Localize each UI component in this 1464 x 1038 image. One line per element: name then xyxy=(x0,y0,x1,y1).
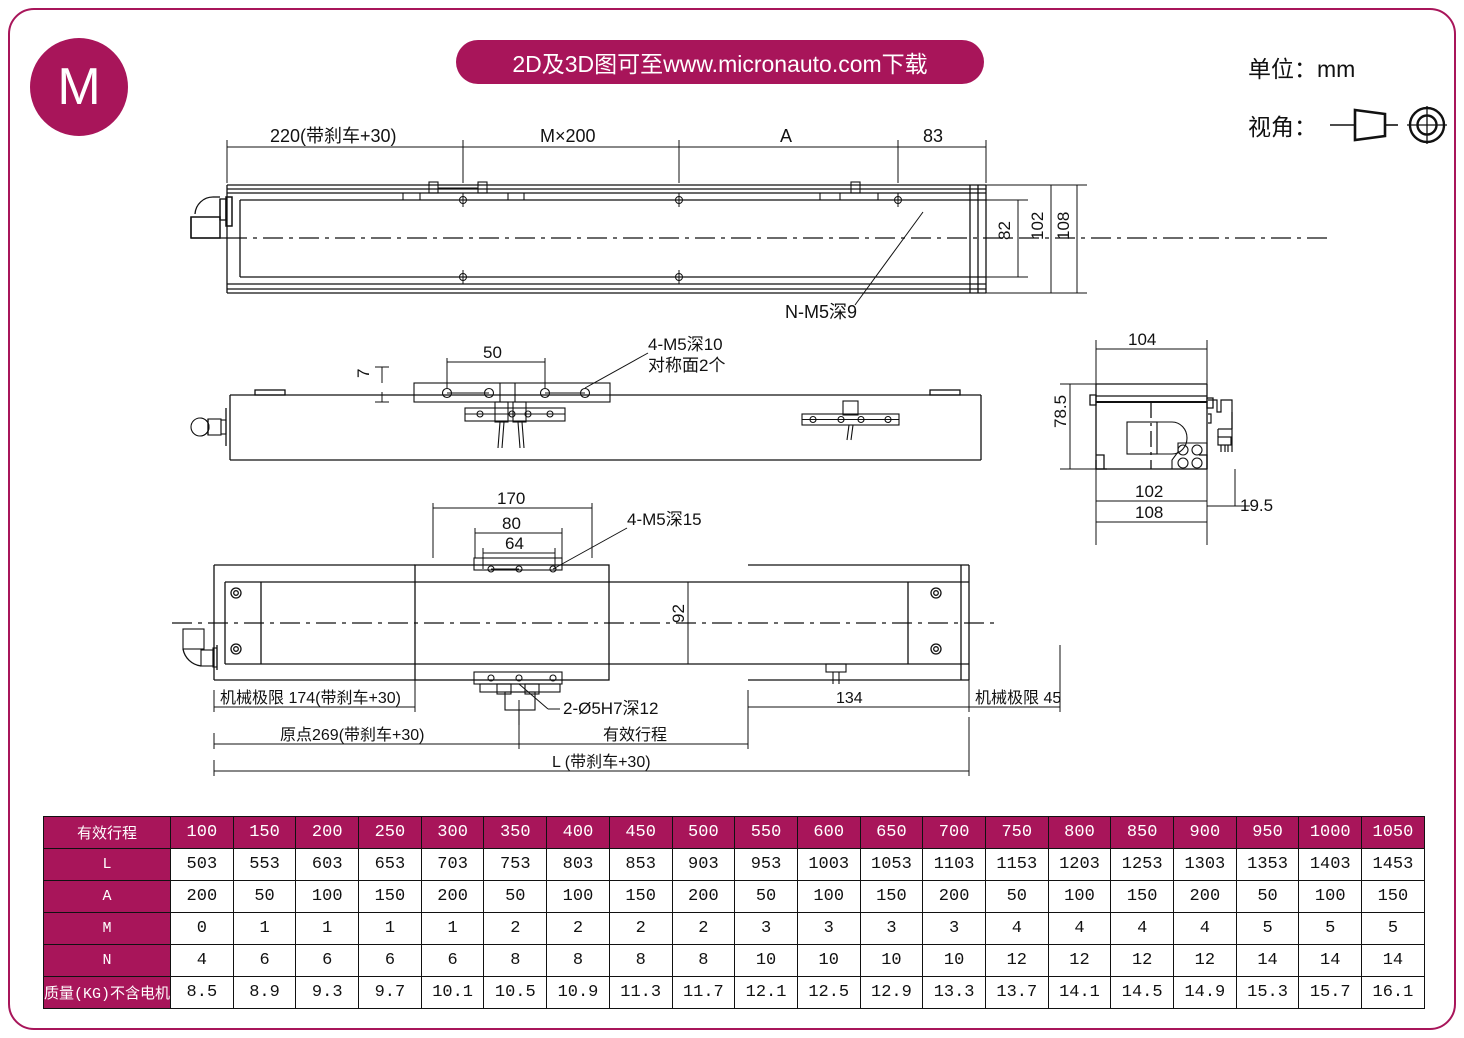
svg-text:M×200: M×200 xyxy=(540,126,596,146)
svg-text:83: 83 xyxy=(923,126,943,146)
svg-text:50: 50 xyxy=(483,343,502,362)
svg-text:4-M5深15: 4-M5深15 xyxy=(627,510,702,529)
svg-text:92: 92 xyxy=(669,604,688,623)
svg-text:4-M5深10: 4-M5深10 xyxy=(648,335,723,354)
svg-text:220(带刹车+30): 220(带刹车+30) xyxy=(270,126,397,146)
svg-text:102: 102 xyxy=(1028,212,1047,240)
svg-text:A: A xyxy=(780,126,792,146)
svg-text:机械极限 45: 机械极限 45 xyxy=(975,689,1061,707)
svg-text:7: 7 xyxy=(354,369,373,378)
svg-text:108: 108 xyxy=(1135,503,1163,522)
svg-text:L (带刹车+30): L (带刹车+30) xyxy=(552,753,651,771)
svg-text:对称面2个: 对称面2个 xyxy=(648,356,725,375)
svg-text:N-M5深9: N-M5深9 xyxy=(785,302,857,322)
svg-text:102: 102 xyxy=(1135,482,1163,501)
svg-text:170: 170 xyxy=(497,489,525,508)
svg-text:104: 104 xyxy=(1128,330,1156,349)
svg-text:有效行程: 有效行程 xyxy=(603,726,667,744)
svg-text:134: 134 xyxy=(836,690,863,707)
svg-text:19.5: 19.5 xyxy=(1240,496,1273,515)
svg-text:108: 108 xyxy=(1054,212,1073,240)
svg-text:78.5: 78.5 xyxy=(1051,395,1070,428)
svg-text:80: 80 xyxy=(502,514,521,533)
svg-text:82: 82 xyxy=(995,221,1014,240)
svg-text:2-Ø5H7深12: 2-Ø5H7深12 xyxy=(563,699,658,718)
svg-text:64: 64 xyxy=(505,534,524,553)
svg-text:原点269(带刹车+30): 原点269(带刹车+30) xyxy=(280,726,425,744)
svg-text:机械极限 174(带刹车+30): 机械极限 174(带刹车+30) xyxy=(220,689,401,707)
